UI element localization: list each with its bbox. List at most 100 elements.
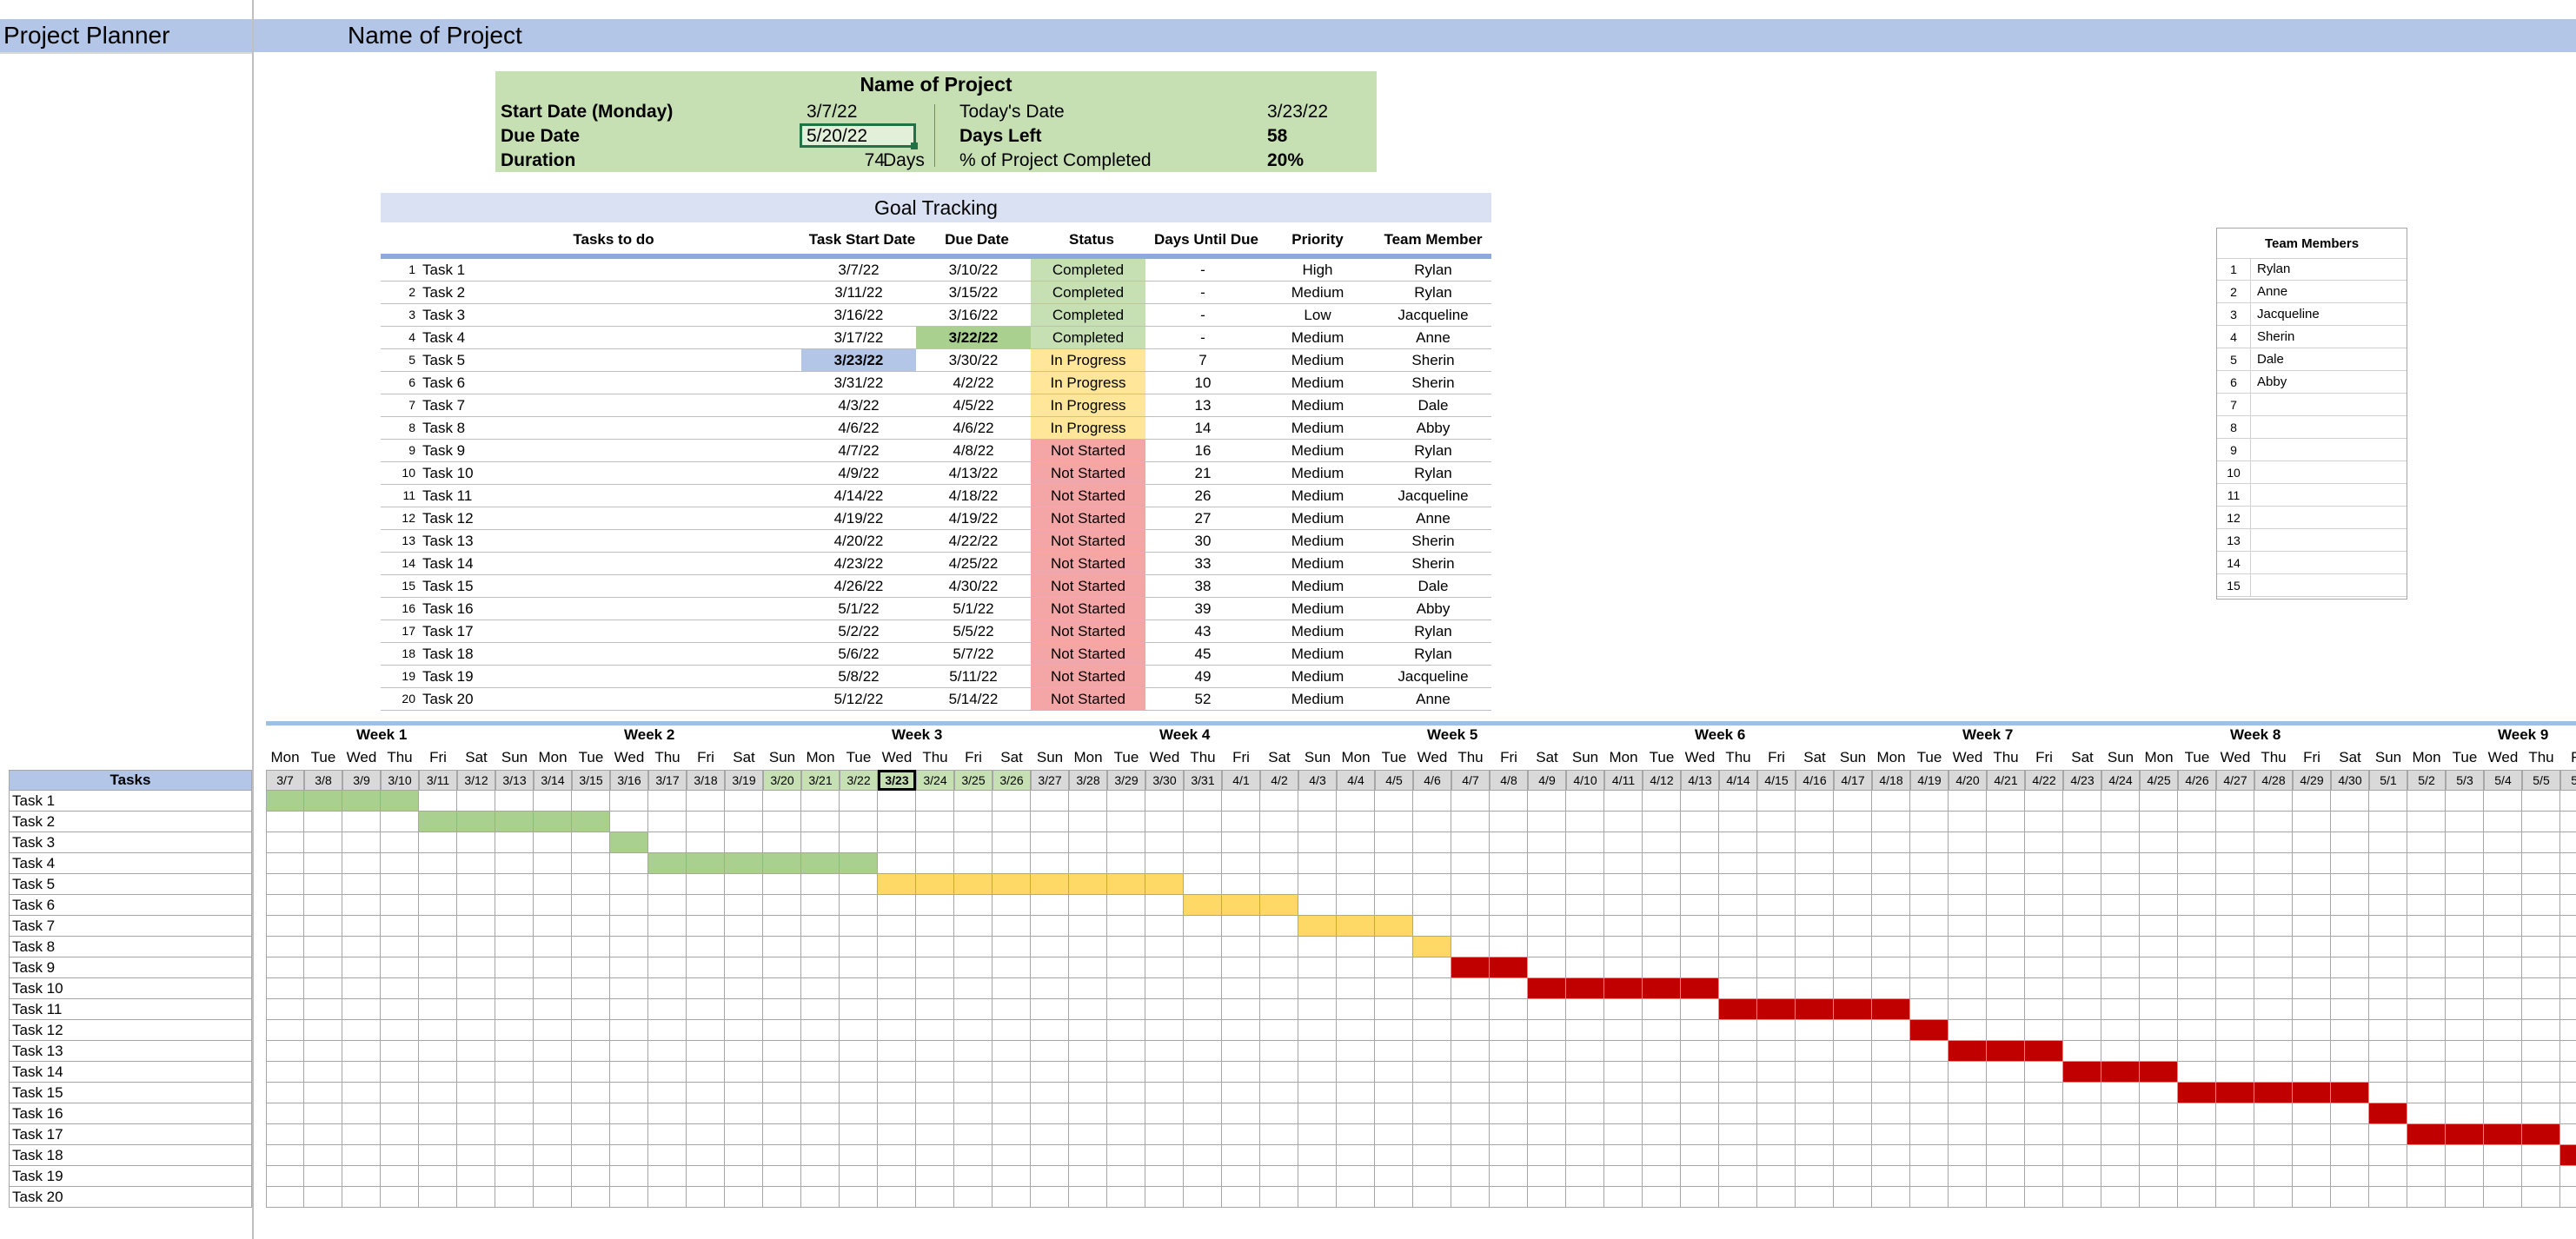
gantt-cell[interactable]	[1145, 1103, 1184, 1124]
gantt-cell[interactable]	[1298, 957, 1337, 978]
gantt-cell[interactable]	[993, 853, 1031, 874]
gantt-bar-cell[interactable]	[1719, 999, 1757, 1020]
task-name[interactable]: Task 5	[422, 352, 466, 368]
gantt-cell[interactable]	[1757, 791, 1796, 812]
gantt-cell[interactable]	[457, 1103, 495, 1124]
gantt-cell[interactable]	[495, 1103, 534, 1124]
gantt-cell[interactable]	[801, 957, 840, 978]
gantt-cell[interactable]	[2560, 874, 2576, 895]
task-status[interactable]: Not Started	[1031, 507, 1145, 529]
gantt-bar-cell[interactable]	[687, 853, 725, 874]
gantt-cell[interactable]	[1949, 812, 1987, 832]
gantt-cell[interactable]	[687, 1041, 725, 1062]
gantt-cell[interactable]	[1528, 1062, 1566, 1083]
gantt-cell[interactable]	[2522, 937, 2560, 957]
gantt-cell[interactable]	[2025, 957, 2063, 978]
gantt-cell[interactable]	[2560, 895, 2576, 916]
gantt-cell[interactable]	[266, 1145, 304, 1166]
gantt-cell[interactable]	[266, 1187, 304, 1208]
gantt-cell[interactable]	[687, 1103, 725, 1124]
gantt-cell[interactable]	[2522, 895, 2560, 916]
gantt-cell[interactable]	[2101, 937, 2140, 957]
gantt-cell[interactable]	[1528, 999, 1566, 1020]
gantt-cell[interactable]	[1987, 916, 2025, 937]
gantt-cell[interactable]	[1757, 1103, 1796, 1124]
task-priority[interactable]: Medium	[1291, 420, 1344, 436]
task-priority[interactable]: Medium	[1291, 397, 1344, 414]
gantt-cell[interactable]	[610, 916, 648, 937]
gantt-cell[interactable]	[2140, 1041, 2178, 1062]
goal-row[interactable]: 5 Task 5 3/23/22 3/30/22 In Progress 7 Medium S…	[381, 349, 1491, 372]
gantt-cell[interactable]	[2025, 812, 2063, 832]
gantt-cell[interactable]	[1260, 853, 1298, 874]
days-until-due[interactable]: -	[1200, 307, 1205, 323]
row-number[interactable]: 3	[408, 308, 415, 321]
task-status[interactable]: Not Started	[1031, 553, 1145, 574]
gantt-cell[interactable]	[687, 791, 725, 812]
days-until-due[interactable]: 7	[1198, 352, 1207, 368]
gantt-cell[interactable]	[1222, 1145, 1260, 1166]
gantt-cell[interactable]	[1910, 999, 1949, 1020]
days-until-due[interactable]: 49	[1194, 668, 1212, 685]
gantt-task-label[interactable]: Task 6	[9, 895, 252, 916]
gantt-cell[interactable]	[1949, 916, 1987, 937]
gantt-cell[interactable]	[2178, 978, 2216, 999]
gantt-cell[interactable]	[1413, 1166, 1451, 1187]
gantt-cell[interactable]	[1375, 1020, 1413, 1041]
gantt-cell[interactable]	[1337, 1062, 1375, 1083]
gantt-cell[interactable]	[2254, 1062, 2293, 1083]
task-team-member[interactable]: Anne	[1416, 329, 1451, 346]
gantt-cell[interactable]	[1796, 1124, 1834, 1145]
date-cell[interactable]: 4/5	[1375, 770, 1413, 791]
gantt-cell[interactable]	[2025, 1145, 2063, 1166]
gantt-cell[interactable]	[2178, 1103, 2216, 1124]
gantt-cell[interactable]	[954, 1103, 993, 1124]
gantt-cell[interactable]	[1604, 1020, 1643, 1041]
gantt-cell[interactable]	[304, 1062, 342, 1083]
gantt-cell[interactable]	[2101, 853, 2140, 874]
gantt-cell[interactable]	[2293, 853, 2331, 874]
gantt-cell[interactable]	[1528, 1041, 1566, 1062]
date-cell[interactable]: 3/21	[801, 770, 840, 791]
task-due-date[interactable]: 3/16/22	[948, 307, 999, 323]
task-start-date[interactable]: 3/11/22	[834, 284, 883, 301]
gantt-cell[interactable]	[763, 812, 801, 832]
gantt-cell[interactable]	[687, 812, 725, 832]
gantt-cell[interactable]	[534, 1041, 572, 1062]
gantt-cell[interactable]	[725, 874, 763, 895]
gantt-cell[interactable]	[1107, 812, 1145, 832]
gantt-bar-cell[interactable]	[2025, 1041, 2063, 1062]
gantt-cell[interactable]	[534, 832, 572, 853]
gantt-cell[interactable]	[2216, 1062, 2254, 1083]
row-number[interactable]: 17	[402, 624, 415, 638]
gantt-cell[interactable]	[2560, 937, 2576, 957]
date-cell[interactable]: 4/25	[2140, 770, 2178, 791]
gantt-cell[interactable]	[457, 1020, 495, 1041]
team-member-row[interactable]: 14	[2217, 552, 2407, 574]
gantt-cell[interactable]	[457, 1166, 495, 1187]
gantt-cell[interactable]	[2560, 791, 2576, 812]
gantt-cell[interactable]	[993, 1166, 1031, 1187]
gantt-cell[interactable]	[1566, 1083, 1604, 1103]
gantt-cell[interactable]	[534, 874, 572, 895]
task-priority[interactable]: Medium	[1291, 329, 1344, 346]
gantt-cell[interactable]	[1757, 1062, 1796, 1083]
task-start-date[interactable]: 5/6/22	[838, 646, 880, 662]
gantt-cell[interactable]	[572, 916, 610, 937]
gantt-cell[interactable]	[1260, 812, 1298, 832]
gantt-cell[interactable]	[1528, 791, 1566, 812]
gantt-cell[interactable]	[1796, 978, 1834, 999]
gantt-cell[interactable]	[648, 791, 687, 812]
gantt-cell[interactable]	[878, 1083, 916, 1103]
gantt-cell[interactable]	[1987, 1020, 2025, 1041]
gantt-cell[interactable]	[381, 812, 419, 832]
gantt-cell[interactable]	[2025, 1062, 2063, 1083]
gantt-cell[interactable]	[2331, 999, 2369, 1020]
gantt-cell[interactable]	[954, 1083, 993, 1103]
gantt-cell[interactable]	[1413, 853, 1451, 874]
gantt-cell[interactable]	[1069, 1103, 1107, 1124]
task-name[interactable]: Task 17	[422, 623, 474, 639]
gantt-cell[interactable]	[1949, 957, 1987, 978]
gantt-cell[interactable]	[572, 1103, 610, 1124]
gantt-cell[interactable]	[2446, 1041, 2484, 1062]
